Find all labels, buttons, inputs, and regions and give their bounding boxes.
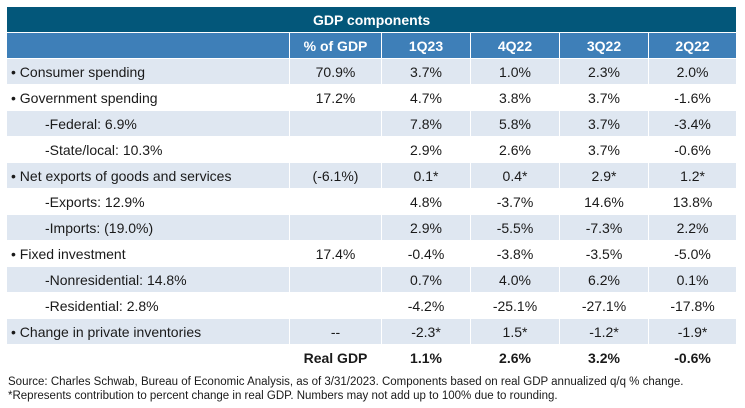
- row-share-of-gdp: [289, 214, 382, 241]
- gdp-components-table: GDP components % of GDP 1Q23 4Q22 3Q22 2…: [5, 6, 738, 371]
- table-row: • Government spending 17.2% 4.7% 3.8% 3.7% -1…: [6, 84, 738, 111]
- total-cell-3q22: 3.2%: [559, 344, 649, 371]
- cell-4q22: 1.0%: [470, 58, 560, 85]
- cell-2q22: -1.6%: [647, 84, 738, 111]
- cell-2q22: -3.4%: [647, 110, 738, 137]
- row-label: • Government spending: [6, 84, 290, 111]
- total-cell-1q23: 1.1%: [381, 344, 471, 371]
- column-header-share: % of GDP: [289, 32, 382, 59]
- cell-1q23: -4.2%: [381, 292, 471, 319]
- total-row-spacer: [6, 344, 290, 371]
- row-label: -Residential: 2.8%: [6, 292, 290, 319]
- cell-3q22: -27.1%: [559, 292, 649, 319]
- row-share-of-gdp: [289, 292, 382, 319]
- cell-1q23: -0.4%: [381, 240, 471, 267]
- total-cell-4q22: 2.6%: [470, 344, 560, 371]
- cell-1q23: 0.1*: [381, 162, 471, 189]
- cell-4q22: -3.8%: [470, 240, 560, 267]
- table-row: • Consumer spending 70.9% 3.7% 1.0% 2.3% 2.0%: [6, 58, 738, 85]
- cell-2q22: 2.0%: [647, 58, 738, 85]
- row-label: -Imports: (19.0%): [6, 214, 290, 241]
- total-cell-2q22: -0.6%: [647, 344, 738, 371]
- cell-1q23: 3.7%: [381, 58, 471, 85]
- row-share-of-gdp: [289, 110, 382, 137]
- row-label: -Exports: 12.9%: [6, 188, 290, 215]
- table-row: -Imports: (19.0%) 2.9% -5.5% -7.3% 2.2%: [6, 214, 738, 241]
- table-notes: Source: Charles Schwab, Bureau of Econom…: [8, 375, 738, 403]
- cell-1q23: -2.3*: [381, 318, 471, 345]
- table-row: -State/local: 10.3% 2.9% 2.6% 3.7% -0.6%: [6, 136, 738, 163]
- table-body: • Consumer spending 70.9% 3.7% 1.0% 2.3% 2.0%…: [6, 58, 738, 371]
- row-share-of-gdp: [289, 266, 382, 293]
- cell-1q23: 7.8%: [381, 110, 471, 137]
- row-label: • Consumer spending: [6, 58, 290, 85]
- column-header-3q22: 3Q22: [559, 32, 649, 59]
- row-share-of-gdp: 17.4%: [289, 240, 382, 267]
- cell-2q22: -1.9*: [647, 318, 738, 345]
- table-row: • Change in private inventories -- -2.3* 1.…: [6, 318, 738, 345]
- row-label: -Federal: 6.9%: [6, 110, 290, 137]
- table-row: • Net exports of goods and services (-6.1…: [6, 162, 738, 189]
- total-label: Real GDP: [289, 344, 382, 371]
- row-label: • Change in private inventories: [6, 318, 290, 345]
- cell-3q22: -3.5%: [559, 240, 649, 267]
- column-header-4q22: 4Q22: [470, 32, 560, 59]
- table-row: -Nonresidential: 14.8% 0.7% 4.0% 6.2% 0.1%: [6, 266, 738, 293]
- total-row: Real GDP 1.1% 2.6% 3.2% -0.6%: [6, 344, 738, 371]
- table-title-row: GDP components: [5, 6, 738, 33]
- row-label: -State/local: 10.3%: [6, 136, 290, 163]
- row-share-of-gdp: --: [289, 318, 382, 345]
- table-title: GDP components: [5, 6, 738, 33]
- cell-1q23: 4.7%: [381, 84, 471, 111]
- row-label: • Net exports of goods and services: [6, 162, 290, 189]
- cell-2q22: -17.8%: [647, 292, 738, 319]
- table-row: -Exports: 12.9% 4.8% -3.7% 14.6% 13.8%: [6, 188, 738, 215]
- cell-2q22: 2.2%: [647, 214, 738, 241]
- footnote: *Represents contribution to percent chan…: [8, 390, 558, 402]
- gdp-components-table-container: GDP components % of GDP 1Q23 4Q22 3Q22 2…: [5, 6, 738, 371]
- cell-3q22: 3.7%: [559, 84, 649, 111]
- cell-1q23: 0.7%: [381, 266, 471, 293]
- table-row: • Fixed investment 17.4% -0.4% -3.8% -3.5% -5…: [6, 240, 738, 267]
- cell-4q22: -3.7%: [470, 188, 560, 215]
- row-share-of-gdp: 70.9%: [289, 58, 382, 85]
- cell-1q23: 2.9%: [381, 136, 471, 163]
- cell-4q22: 1.5*: [470, 318, 560, 345]
- cell-4q22: 4.0%: [470, 266, 560, 293]
- row-share-of-gdp: [289, 188, 382, 215]
- cell-2q22: 13.8%: [647, 188, 738, 215]
- cell-3q22: 14.6%: [559, 188, 649, 215]
- cell-3q22: -7.3%: [559, 214, 649, 241]
- cell-3q22: 2.3%: [559, 58, 649, 85]
- cell-3q22: 2.9*: [559, 162, 649, 189]
- cell-4q22: 3.8%: [470, 84, 560, 111]
- cell-1q23: 2.9%: [381, 214, 471, 241]
- cell-2q22: 0.1%: [647, 266, 738, 293]
- cell-3q22: -1.2*: [559, 318, 649, 345]
- column-header-2q22: 2Q22: [647, 32, 738, 59]
- cell-4q22: -5.5%: [470, 214, 560, 241]
- row-share-of-gdp: 17.2%: [289, 84, 382, 111]
- column-header-label: [6, 32, 290, 59]
- cell-2q22: 1.2*: [647, 162, 738, 189]
- row-label: • Fixed investment: [6, 240, 290, 267]
- cell-3q22: 3.7%: [559, 136, 649, 163]
- cell-2q22: -0.6%: [647, 136, 738, 163]
- cell-4q22: 0.4*: [470, 162, 560, 189]
- column-header-1q23: 1Q23: [381, 32, 471, 59]
- column-header-row: % of GDP 1Q23 4Q22 3Q22 2Q22: [6, 32, 738, 59]
- cell-4q22: -25.1%: [470, 292, 560, 319]
- table-row: -Residential: 2.8% -4.2% -25.1% -27.1% -17.8…: [6, 292, 738, 319]
- cell-2q22: -5.0%: [647, 240, 738, 267]
- row-share-of-gdp: [289, 136, 382, 163]
- table-row: -Federal: 6.9% 7.8% 5.8% 3.7% -3.4%: [6, 110, 738, 137]
- row-label: -Nonresidential: 14.8%: [6, 266, 290, 293]
- cell-4q22: 5.8%: [470, 110, 560, 137]
- source-note: Source: Charles Schwab, Bureau of Econom…: [8, 376, 684, 388]
- cell-4q22: 2.6%: [470, 136, 560, 163]
- row-share-of-gdp: (-6.1%): [289, 162, 382, 189]
- cell-3q22: 3.7%: [559, 110, 649, 137]
- cell-3q22: 6.2%: [559, 266, 649, 293]
- cell-1q23: 4.8%: [381, 188, 471, 215]
